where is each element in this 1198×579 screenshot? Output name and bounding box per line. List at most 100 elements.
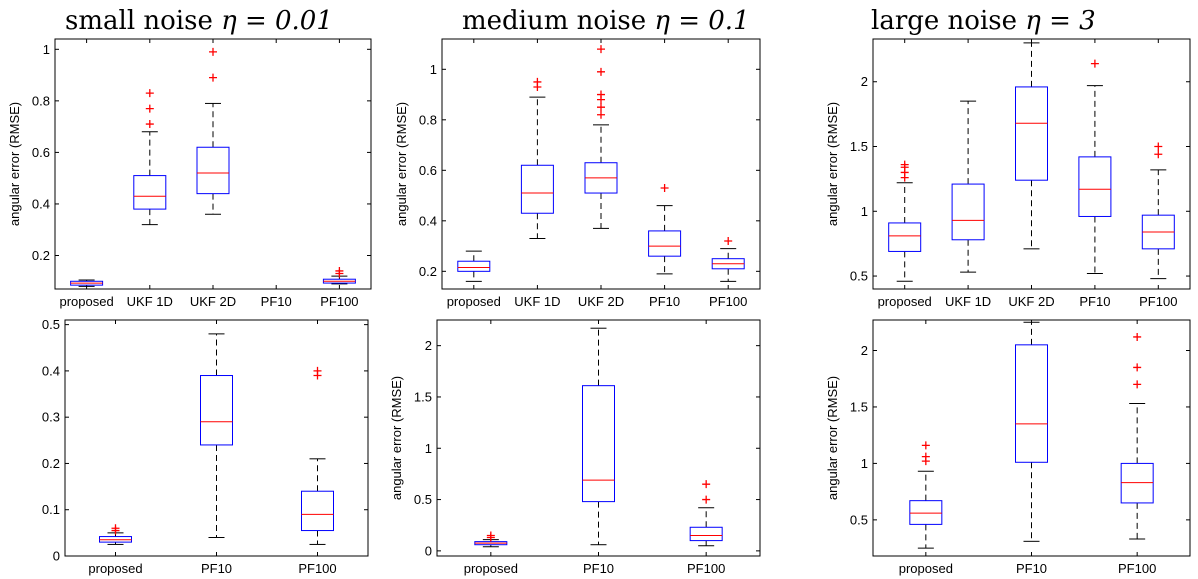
- box-plot-panel-4: 0 0.1 0.2 0.3 0.4 0.5 proposed PF10 PF100: [42, 317, 369, 576]
- y-tick-label: 2: [425, 338, 432, 353]
- iqr-box: [1078, 156, 1112, 217]
- outlier-marker: [145, 89, 154, 98]
- iqr-box: [196, 146, 230, 195]
- box-pf10: [200, 333, 233, 538]
- y-axis-label: angular error (RMSE): [825, 376, 840, 500]
- box-pf100: [689, 480, 723, 547]
- box-pf100: [1120, 332, 1154, 540]
- y-tick-label: 0.1: [42, 502, 60, 517]
- y-axis-label: angular error (RMSE): [389, 376, 404, 500]
- iqr-box: [200, 375, 233, 446]
- column-title-small-noise: small noise η = 0.01: [65, 6, 333, 36]
- box-pf10: [1078, 59, 1112, 274]
- y-tick-label: 0.5: [850, 512, 868, 527]
- iqr-box: [1015, 344, 1048, 463]
- outlier-marker: [313, 366, 322, 375]
- y-tick-label: 1.5: [850, 139, 868, 154]
- y-tick-label: 0: [425, 543, 432, 558]
- outlier-marker: [209, 73, 217, 82]
- x-tick-label: PF100: [1118, 561, 1156, 576]
- iqr-box: [888, 222, 922, 252]
- box-proposed: [99, 524, 132, 545]
- y-tick-label: 0.2: [419, 264, 437, 279]
- iqr-box: [301, 490, 334, 532]
- outlier-marker: [486, 531, 495, 540]
- y-tick-label: 0.6: [32, 145, 50, 160]
- outlier-marker: [1154, 150, 1163, 159]
- outlier-marker: [921, 452, 930, 461]
- iqr-box: [951, 183, 985, 241]
- y-axis-label: angular error (RMSE): [825, 102, 840, 226]
- box-ukf-2d: [196, 47, 230, 215]
- x-tick-label: PF10: [1016, 561, 1047, 576]
- x-tick-label: proposed: [899, 561, 953, 576]
- box-proposed: [909, 441, 943, 549]
- y-tick-label: 1: [861, 456, 868, 471]
- y-tick-label: 0.6: [419, 163, 437, 178]
- outlier-marker: [1133, 363, 1142, 372]
- x-tick-label: PF100: [320, 294, 358, 309]
- box-plot-panel-5: 0 0.5 1 1.5 2 angular error (RMSE) proposed PF1…: [389, 319, 761, 576]
- box-ukf-1d: [133, 89, 167, 226]
- box-pf100: [322, 266, 356, 285]
- x-tick-label: PF100: [709, 294, 747, 309]
- y-tick-label: 0.8: [419, 112, 437, 127]
- box-ukf-1d: [951, 100, 985, 273]
- iqr-box: [648, 230, 682, 257]
- iqr-box: [1120, 462, 1154, 504]
- outlier-marker: [533, 77, 542, 86]
- iqr-box: [689, 526, 723, 542]
- x-tick-label: UKF 1D: [514, 294, 560, 309]
- x-tick-label: PF100: [298, 561, 336, 576]
- outlier-marker: [921, 441, 930, 450]
- outlier-marker: [597, 67, 605, 76]
- outlier-marker: [702, 480, 711, 489]
- y-tick-label: 0.5: [42, 317, 60, 332]
- box-pf100: [711, 237, 745, 282]
- x-tick-label: PF10: [583, 561, 614, 576]
- column-title-large-noise: large noise η = 3: [871, 6, 1096, 36]
- box-pf100: [1141, 142, 1175, 280]
- outlier-marker: [660, 183, 669, 192]
- x-tick-label: UKF 1D: [127, 294, 173, 309]
- iqr-box: [582, 385, 615, 503]
- y-tick-label: 0.3: [42, 410, 60, 425]
- outlier-marker: [597, 45, 605, 54]
- iqr-box: [909, 500, 943, 525]
- outlier-marker: [335, 266, 344, 275]
- outlier-marker: [209, 47, 217, 56]
- outlier-marker: [1133, 380, 1142, 389]
- x-tick-label: PF10: [201, 561, 232, 576]
- outlier-marker: [597, 90, 605, 99]
- x-tick-label: proposed: [447, 294, 501, 309]
- y-tick-label: 0.4: [419, 213, 437, 228]
- outlier-marker: [597, 110, 605, 119]
- y-tick-label: 1: [861, 204, 868, 219]
- x-tick-label: PF10: [1079, 294, 1110, 309]
- x-tick-label: UKF 2D: [190, 294, 236, 309]
- outlier-marker: [111, 524, 120, 533]
- y-tick-label: 1.5: [850, 399, 868, 414]
- y-tick-label: 0: [53, 549, 60, 564]
- y-tick-label: 0.4: [42, 363, 60, 378]
- y-tick-label: 0.2: [42, 456, 60, 471]
- outlier-marker: [1133, 332, 1142, 341]
- outlier-marker: [702, 495, 711, 504]
- x-tick-label: proposed: [878, 294, 932, 309]
- box-plot-panel-3: 0.5 1 1.5 2 angular error (RMSE) proposed UKF …: [825, 38, 1191, 309]
- x-tick-label: UKF 2D: [578, 294, 624, 309]
- box-ukf-2d: [1015, 42, 1048, 250]
- box-pf100: [301, 366, 334, 545]
- y-tick-label: 0.5: [414, 492, 432, 507]
- y-tick-label: 0.2: [32, 248, 50, 263]
- iqr-box: [457, 260, 491, 272]
- column-title-medium-noise: medium noise η = 0.1: [462, 6, 750, 36]
- box-pf10: [1015, 321, 1048, 542]
- x-tick-label: PF100: [1139, 294, 1177, 309]
- y-tick-label: 2: [861, 343, 868, 358]
- outlier-marker: [597, 103, 605, 112]
- axes-frame: [441, 38, 761, 290]
- iqr-box: [520, 164, 554, 214]
- box-ukf-2d: [584, 45, 618, 229]
